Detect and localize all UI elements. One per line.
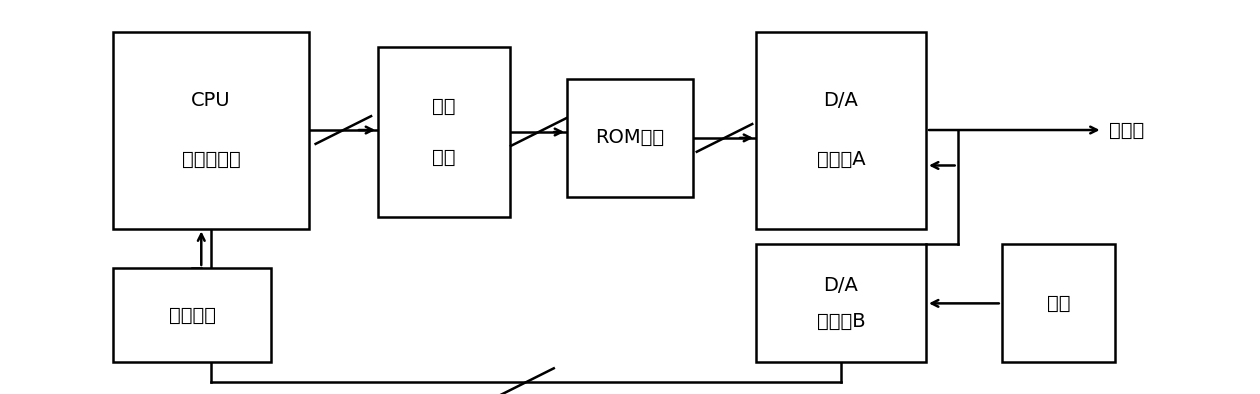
Bar (113, 268, 271, 362)
Text: 扫描: 扫描 (432, 97, 456, 116)
Text: 输出～: 输出～ (1109, 121, 1144, 139)
Bar (1002, 244, 1115, 362)
Bar (756, 32, 926, 229)
Text: 晶振电路: 晶振电路 (169, 306, 215, 325)
Bar (756, 244, 926, 362)
Text: 中央处理器: 中央处理器 (181, 150, 241, 169)
Text: 转换器A: 转换器A (816, 150, 866, 169)
Text: ROM单元: ROM单元 (596, 128, 664, 147)
Text: 转换器B: 转换器B (816, 312, 866, 331)
Bar (378, 47, 510, 217)
Text: CPU: CPU (192, 91, 231, 110)
Bar (567, 79, 693, 197)
Bar (113, 32, 309, 229)
Text: 电路: 电路 (432, 148, 456, 167)
Text: 基准: 基准 (1047, 294, 1070, 313)
Text: D/A: D/A (824, 91, 858, 110)
Text: D/A: D/A (824, 276, 858, 295)
